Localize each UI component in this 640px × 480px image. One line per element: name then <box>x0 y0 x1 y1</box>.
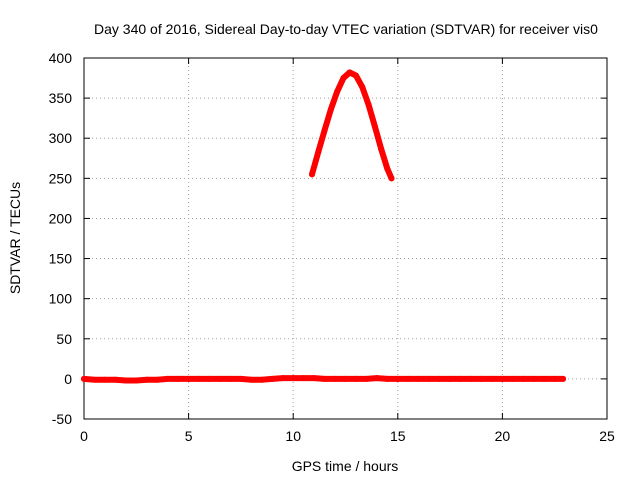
data-point-baseline <box>530 375 537 382</box>
plot-frame <box>83 57 608 420</box>
y-tick-label: 300 <box>49 130 73 146</box>
y-tick-label: 350 <box>49 90 73 106</box>
data-point-arc <box>315 148 322 155</box>
data-point-baseline <box>426 375 433 382</box>
x-tick-label: 25 <box>599 428 615 444</box>
data-point-arc <box>378 145 385 152</box>
data-point-baseline <box>196 375 203 382</box>
data-point-baseline <box>122 377 129 384</box>
x-tick-label: 0 <box>80 428 88 444</box>
data-point-baseline <box>258 376 265 383</box>
axis-ticks: 0 5 10 15 20 25 -50 0 50 100 150 200 250 300 350 400 <box>49 50 615 444</box>
data-point-arc <box>340 75 347 82</box>
data-point-baseline <box>227 375 234 382</box>
data-point-baseline <box>154 376 161 383</box>
data-point-baseline <box>457 375 464 382</box>
data-point-baseline <box>101 376 108 383</box>
y-axis-label: SDTVAR / TECUs <box>7 182 23 294</box>
data-point-arc <box>388 175 395 182</box>
data-point-baseline <box>206 375 213 382</box>
data-point-arc <box>371 123 378 130</box>
data-point-arc <box>309 171 316 178</box>
data-point-baseline <box>248 376 255 383</box>
data-point-baseline <box>541 375 548 382</box>
data-point-arc <box>365 101 372 108</box>
data-point-baseline <box>185 375 192 382</box>
data-point-baseline <box>373 375 380 382</box>
data-point-baseline <box>321 375 328 382</box>
data-point-baseline <box>300 375 307 382</box>
data-point-baseline <box>560 375 567 382</box>
data-point-baseline <box>394 375 401 382</box>
grid <box>84 58 607 419</box>
data-point-baseline <box>447 375 454 382</box>
data-point-baseline <box>81 375 87 382</box>
data-point-baseline <box>405 375 412 382</box>
data-point-arc <box>334 88 341 95</box>
x-axis-label: GPS time / hours <box>292 458 399 474</box>
x-tick-label: 20 <box>495 428 511 444</box>
y-tick-label: 50 <box>56 331 72 347</box>
x-tick-label: 5 <box>185 428 193 444</box>
y-tick-label: 150 <box>49 251 73 267</box>
data-point-baseline <box>237 375 244 382</box>
data-point-baseline <box>112 376 119 383</box>
data-point-baseline <box>520 375 527 382</box>
data-point-baseline <box>91 376 98 383</box>
data-point-baseline <box>509 375 516 382</box>
data-point-baseline <box>415 375 422 382</box>
data-point-baseline <box>551 375 558 382</box>
data-point-arc <box>352 72 359 79</box>
data-point-arc <box>321 127 328 134</box>
data-point-baseline <box>290 375 297 382</box>
data-point-baseline <box>311 375 318 382</box>
data-point-baseline <box>488 375 495 382</box>
chart-title: Day 340 of 2016, Sidereal Day-to-day VTE… <box>94 21 598 37</box>
y-tick-label: 0 <box>64 371 72 387</box>
data-point-baseline <box>468 375 475 382</box>
data-point-arc <box>346 69 353 76</box>
data-point-baseline <box>175 375 182 382</box>
data-point-baseline <box>384 375 391 382</box>
data-point-baseline <box>133 377 140 384</box>
data-point-baseline <box>279 375 286 382</box>
data-point-baseline <box>499 375 506 382</box>
data-point-arc <box>327 106 334 113</box>
y-tick-label: 400 <box>49 50 73 66</box>
y-tick-label: -50 <box>52 411 72 427</box>
data-point-baseline <box>436 375 443 382</box>
data-point-arc <box>359 83 366 90</box>
data-point-baseline <box>143 376 150 383</box>
data-point-baseline <box>332 375 339 382</box>
y-tick-label: 200 <box>49 210 73 226</box>
data-point-baseline <box>342 375 349 382</box>
x-tick-label: 15 <box>390 428 406 444</box>
series-line-arc <box>309 69 395 182</box>
data-point-baseline <box>352 375 359 382</box>
y-tick-label: 100 <box>49 291 73 307</box>
data-point-baseline <box>363 375 370 382</box>
data-point-baseline <box>478 375 485 382</box>
data-point-baseline <box>164 375 171 382</box>
data-point-baseline <box>269 375 276 382</box>
data-point-baseline <box>216 375 223 382</box>
data-series <box>81 69 567 384</box>
data-point-arc <box>384 165 391 172</box>
y-tick-label: 250 <box>49 170 73 186</box>
x-tick-label: 10 <box>285 428 301 444</box>
